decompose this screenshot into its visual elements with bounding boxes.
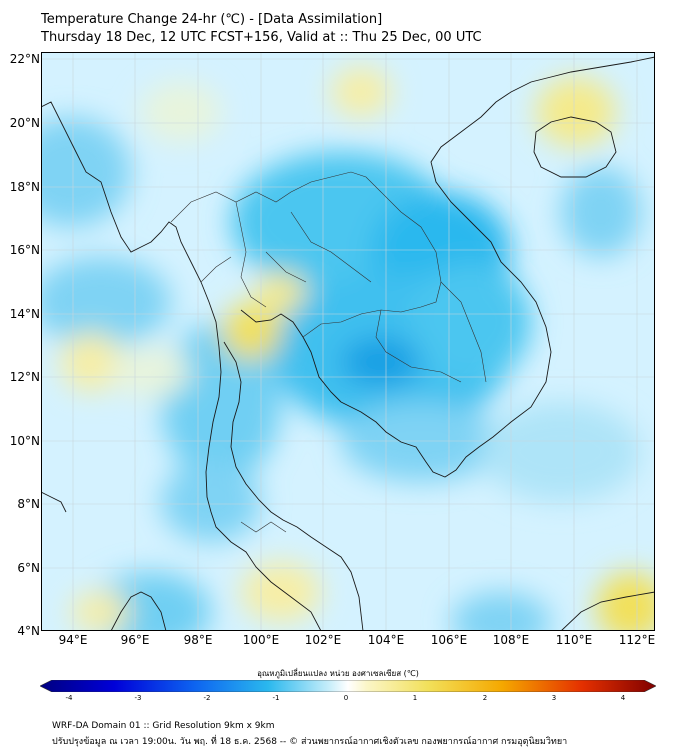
colorbar-tick: -1: [272, 694, 280, 702]
temperature-change-map: [41, 52, 655, 631]
lon-label: 102°E: [304, 633, 342, 647]
colorbar-tick: 1: [412, 694, 418, 702]
footer-model-info: WRF-DA Domain 01 :: Grid Resolution 9km …: [52, 721, 275, 731]
colorbar-label: อุณหภูมิเปลี่ยนแปลง หน่วย องศาเซลเซียส (…: [257, 669, 419, 678]
lon-label: 100°E: [242, 633, 280, 647]
coastlines: [41, 56, 655, 631]
lon-label: 96°E: [120, 633, 150, 647]
colorbar-tick: 2: [482, 694, 488, 702]
lat-label: 6°N: [17, 561, 40, 575]
lat-label: 4°N: [17, 624, 40, 638]
political-borders: [170, 171, 487, 533]
colorbar-tick: -3: [134, 694, 142, 702]
graticule: [41, 52, 655, 631]
map-title: Temperature Change 24-hr (℃) - [Data Ass…: [41, 12, 383, 27]
colorbar-tick: 4: [620, 694, 626, 702]
temperature-field: [41, 67, 655, 631]
map-subtitle: Thursday 18 Dec, 12 UTC FCST+156, Valid …: [41, 30, 482, 45]
lon-label: 104°E: [367, 633, 405, 647]
lon-label: 94°E: [58, 633, 88, 647]
lon-label: 110°E: [555, 633, 593, 647]
map-frame: [41, 52, 655, 631]
lat-label: 12°N: [9, 370, 40, 384]
lat-label: 10°N: [9, 434, 40, 448]
lat-label: 16°N: [9, 243, 40, 257]
colorbar: [40, 680, 656, 692]
lon-label: 112°E: [618, 633, 656, 647]
footer-credit: ปรับปรุงข้อมูล ณ เวลา 19:00น. วัน พฤ. ที…: [52, 737, 568, 747]
lat-label: 20°N: [9, 116, 40, 130]
lon-label: 98°E: [183, 633, 213, 647]
colorbar-tick: -4: [65, 694, 73, 702]
lat-label: 14°N: [9, 307, 40, 321]
lon-label: 106°E: [430, 633, 468, 647]
lat-label: 8°N: [17, 497, 40, 511]
lat-label: 18°N: [9, 180, 40, 194]
colorbar-tick: 0: [343, 694, 349, 702]
lon-label: 108°E: [492, 633, 530, 647]
colorbar-tick: -2: [203, 694, 211, 702]
colorbar-tick: 3: [551, 694, 557, 702]
lat-label: 22°N: [9, 52, 40, 66]
